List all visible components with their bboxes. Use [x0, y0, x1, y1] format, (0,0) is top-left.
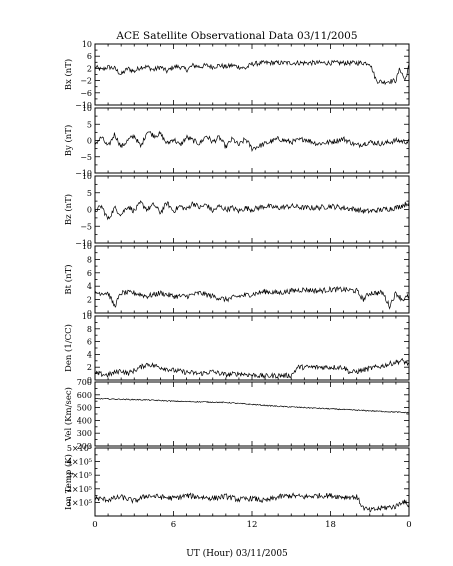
- data-line: [94, 286, 410, 310]
- y-tick-label: −10: [75, 239, 92, 248]
- y-tick-label: 10: [82, 312, 92, 321]
- panel-frame: [94, 175, 410, 244]
- y-tick-label: 5: [87, 189, 92, 198]
- x-tick-label: 0: [406, 520, 411, 530]
- y-tick-label: 0: [87, 309, 92, 318]
- x-tick-label: 0: [92, 520, 97, 530]
- y-tick-label: 200: [77, 442, 92, 451]
- y-tick-label: 2: [87, 64, 92, 73]
- panel-frame: [94, 381, 410, 447]
- y-tick-label: 10: [82, 172, 92, 181]
- y-tick-label: 300: [77, 429, 92, 438]
- panel-frame: [94, 107, 410, 174]
- y-tick-label: −10: [75, 101, 92, 110]
- y-axis-label: Bz (nT): [63, 194, 74, 225]
- x-tick-label: 18: [325, 520, 336, 530]
- x-axis-label: UT (Hour) 03/11/2005: [186, 548, 288, 559]
- x-tick-label: 12: [247, 520, 258, 530]
- panel-3: 10 5 0 −5 −10 Bz (nT): [63, 172, 410, 248]
- y-tick-label: −5: [80, 222, 92, 231]
- data-line: [94, 130, 410, 153]
- y-tick-label: 500: [77, 404, 92, 413]
- y-axis-label: Bx (nT): [63, 59, 74, 91]
- data-line: [94, 492, 410, 513]
- x-tick-label: 6: [171, 520, 176, 530]
- y-axis-label: Bt (nT): [63, 264, 74, 294]
- y-tick-label: 400: [77, 416, 92, 425]
- y-axis-label: By (nT): [63, 125, 74, 157]
- panel-5: 10 8 6 4 2 0 Den (1/CC): [63, 312, 410, 385]
- y-tick-label: 0: [87, 137, 92, 146]
- data-line: [94, 397, 410, 414]
- y-tick-label: 6: [87, 52, 92, 61]
- y-tick-label: 10: [82, 104, 92, 113]
- y-axis-label: Den (1/CC): [63, 324, 74, 372]
- y-tick-label: 2×10⁵: [67, 485, 92, 494]
- data-line: [94, 59, 410, 86]
- data-line: [94, 200, 410, 221]
- y-axis-label: Ion Temp (K): [63, 454, 74, 510]
- data-line: [94, 357, 410, 379]
- y-axis-label: Vel (Km/sec): [63, 387, 74, 442]
- panel-1: 10 6 2 −2 −6 −10 Bx (nT): [63, 40, 410, 110]
- y-tick-label: 700: [77, 378, 92, 387]
- panel-frame: [94, 43, 410, 106]
- y-tick-label: 6: [87, 338, 92, 347]
- panel-frame: [94, 245, 410, 314]
- y-tick-label: 4: [87, 282, 92, 291]
- y-tick-label: 0: [87, 376, 92, 385]
- y-tick-label: −2: [80, 77, 92, 86]
- y-tick-label: 5×10⁵: [67, 444, 92, 453]
- y-tick-label: 1×10⁵: [67, 498, 92, 507]
- y-tick-label: 2: [87, 363, 92, 372]
- figure-title: ACE Satellite Observational Data 03/11/2…: [115, 30, 357, 42]
- panel-2: 10 5 0 −5 −10 By (nT): [63, 104, 410, 178]
- panel-4: 10 8 6 4 2 0 Bt (nT): [63, 242, 410, 318]
- y-tick-label: 2: [87, 296, 92, 305]
- y-tick-label: 4×10⁵: [67, 458, 92, 467]
- y-tick-label: −5: [80, 153, 92, 162]
- y-tick-label: 4: [87, 350, 92, 359]
- panels: 10 6 2 −2 −6 −10 Bx (nT) 10 5 0 −5 −10 By (nT) 10 5 0 −5…: [63, 40, 410, 517]
- y-tick-label: −10: [75, 169, 92, 178]
- y-tick-label: 10: [82, 242, 92, 251]
- y-tick-label: 0: [87, 206, 92, 215]
- x-tick-labels: 0 6 12 18 0: [92, 520, 411, 530]
- y-tick-label: 3×10⁵: [67, 471, 92, 480]
- y-tick-label: 6: [87, 269, 92, 278]
- y-tick-label: −6: [80, 89, 92, 98]
- y-tick-label: 5: [87, 120, 92, 129]
- y-tick-label: 8: [87, 325, 92, 334]
- y-tick-label: 600: [77, 391, 92, 400]
- y-tick-label: 10: [82, 40, 92, 49]
- y-tick-label: 8: [87, 255, 92, 264]
